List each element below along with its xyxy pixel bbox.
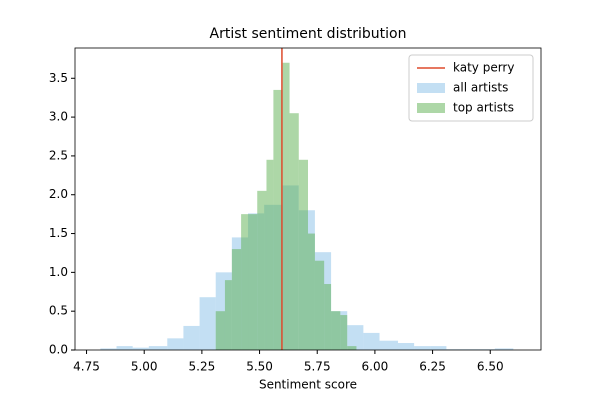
y-tick-label: 0.5 bbox=[49, 304, 68, 318]
histogram-bar bbox=[340, 315, 348, 350]
x-tick-label: 4.75 bbox=[73, 360, 100, 374]
histogram-bar bbox=[324, 284, 332, 350]
legend-label: all artists bbox=[453, 81, 508, 95]
histogram-bar bbox=[379, 340, 398, 350]
histogram-bar bbox=[282, 62, 290, 350]
histogram-bar bbox=[266, 159, 274, 350]
x-tick-label: 5.50 bbox=[246, 360, 273, 374]
histogram-bar bbox=[199, 297, 216, 350]
histogram-bar bbox=[347, 346, 357, 350]
histogram-bar bbox=[224, 280, 232, 350]
histogram-bar bbox=[347, 325, 364, 350]
legend-label: katy perry bbox=[453, 61, 514, 75]
histogram-bar bbox=[231, 249, 242, 350]
x-axis-label: Sentiment score bbox=[259, 378, 357, 392]
histogram-bar bbox=[430, 346, 447, 350]
histogram-bar bbox=[248, 214, 258, 350]
histogram-bar bbox=[289, 113, 299, 350]
histogram-bar bbox=[298, 159, 308, 350]
plot-frame bbox=[74, 47, 542, 351]
y-tick-label: 2.5 bbox=[49, 148, 68, 162]
histogram-bar bbox=[331, 311, 341, 350]
x-tick-label: 5.00 bbox=[131, 360, 158, 374]
histogram-bar bbox=[397, 343, 415, 350]
x-tick-label: 5.25 bbox=[189, 360, 216, 374]
y-tick-label: 1.5 bbox=[49, 226, 68, 240]
y-tick-label: 0.0 bbox=[49, 343, 68, 357]
histogram-bar bbox=[241, 214, 249, 350]
histogram-bar bbox=[273, 89, 283, 350]
histogram-bar bbox=[314, 260, 325, 350]
histogram-bar bbox=[257, 190, 267, 350]
histogram-bar bbox=[167, 338, 184, 350]
y-tick-label: 3.5 bbox=[49, 71, 68, 85]
histogram-bar bbox=[183, 325, 200, 350]
histogram-bar bbox=[148, 346, 168, 350]
histogram-bar bbox=[494, 348, 514, 350]
chart-title: Artist sentiment distribution bbox=[210, 26, 407, 42]
y-tick-label: 2.0 bbox=[49, 187, 68, 201]
legend-swatch bbox=[417, 103, 445, 113]
x-tick-label: 6.00 bbox=[362, 360, 389, 374]
y-tick-label: 1.0 bbox=[49, 265, 68, 279]
histogram-bar bbox=[100, 348, 117, 350]
x-tick-label: 6.50 bbox=[477, 360, 504, 374]
legend-label: top artists bbox=[453, 101, 514, 115]
x-tick-label: 5.75 bbox=[304, 360, 331, 374]
y-tick-label: 3.0 bbox=[49, 110, 68, 124]
histogram-bar bbox=[363, 332, 380, 350]
histogram-bar bbox=[116, 346, 133, 350]
histogram-bar bbox=[215, 311, 225, 350]
x-tick-label: 6.25 bbox=[419, 360, 446, 374]
histogram-bar bbox=[414, 346, 431, 350]
histogram-bar bbox=[132, 347, 149, 350]
legend-swatch bbox=[417, 83, 445, 93]
histogram-bar bbox=[308, 233, 315, 350]
